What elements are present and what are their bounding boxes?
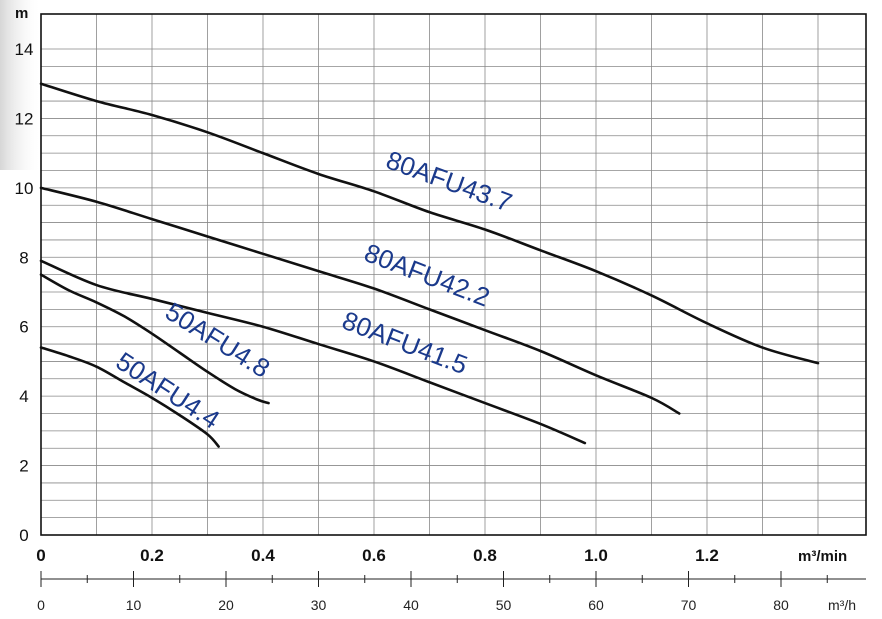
curve-label-80AFU43.7: 80AFU43.7 xyxy=(382,145,516,218)
curve-50AFU4.4 xyxy=(39,346,220,448)
x-tick-label: 0.6 xyxy=(362,546,386,565)
x2-tick-label: 50 xyxy=(496,597,512,613)
y-tick-labels: 0 2 4 6 8 10 12 14 xyxy=(15,40,34,545)
x-tick-label: 0.4 xyxy=(251,546,275,565)
x2-tick-label: 10 xyxy=(126,597,142,613)
curve-50AFU4.8 xyxy=(39,273,270,405)
x2-tick-label: 20 xyxy=(218,597,234,613)
y-tick-label: 10 xyxy=(15,179,34,198)
curves xyxy=(39,82,820,448)
x-axis-label: m³/min xyxy=(798,548,847,565)
x2-tick-label: 70 xyxy=(681,597,697,613)
curve-80AFU41.5 xyxy=(39,259,587,445)
x-tick-label: 1.2 xyxy=(695,546,719,565)
x2-axis-label: m³/h xyxy=(828,597,856,613)
x-tick-label: 0 xyxy=(36,546,45,565)
y-tick-label: 6 xyxy=(19,318,28,337)
y-tick-label: 4 xyxy=(19,387,28,406)
x2-tick-label: 40 xyxy=(403,597,419,613)
curve-label-50AFU4.4: 50AFU4.4 xyxy=(111,346,226,435)
x-tick-label: 0.8 xyxy=(473,546,497,565)
y-tick-label: 2 xyxy=(19,457,28,476)
x-tick-label: 0.2 xyxy=(140,546,164,565)
decorative-shade xyxy=(0,0,42,170)
x-tick-label: 1.0 xyxy=(584,546,608,565)
x2-tick-label: 30 xyxy=(311,597,327,613)
x2-tick-label: 60 xyxy=(588,597,604,613)
curve-80AFU43.7 xyxy=(39,82,820,365)
y-tick-label: 12 xyxy=(15,109,34,128)
grid xyxy=(41,14,866,535)
curve-80AFU42.2 xyxy=(39,186,681,415)
secondary-x-axis: 0 10 20 30 40 50 60 70 80 xyxy=(37,571,866,613)
x-tick-labels: 0 0.2 0.4 0.6 0.8 1.0 1.2 xyxy=(36,546,719,565)
y-tick-label: 0 xyxy=(19,526,28,545)
x2-tick-label: 0 xyxy=(37,597,45,613)
x2-tick-label: 80 xyxy=(773,597,789,613)
y-tick-label: 8 xyxy=(19,248,28,267)
y-axis-label: m xyxy=(15,5,28,22)
y-tick-label: 14 xyxy=(15,40,34,59)
